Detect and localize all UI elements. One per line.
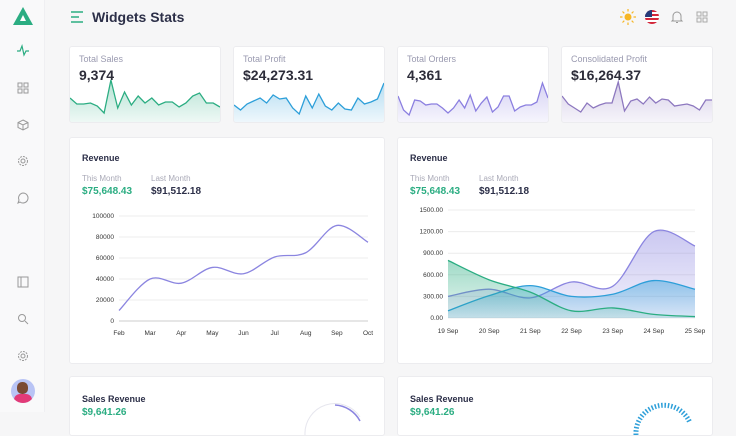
stat-card: Consolidated Profit $16,264.37 xyxy=(561,46,713,123)
sparkline xyxy=(234,82,384,122)
sales-revenue-card-left: Sales Revenue $9,641.26 xyxy=(69,376,385,436)
x-tick-label: 21 Sep xyxy=(520,328,541,335)
sun-icon[interactable] xyxy=(620,9,636,25)
card-title: Sales Revenue xyxy=(82,394,146,404)
this-month-label: This Month xyxy=(82,174,122,183)
sparkline xyxy=(562,79,712,122)
revenue-card-right: Revenue This Month $75,648.43 Last Month… xyxy=(397,137,713,364)
sidebar-icon[interactable] xyxy=(13,272,33,292)
logo-icon xyxy=(13,7,33,25)
stat-card: Total Sales 9,374 xyxy=(69,46,221,123)
x-tick-label: Aug xyxy=(300,330,312,337)
stat-label: Total Orders xyxy=(407,54,457,64)
x-tick-label: Mar xyxy=(145,330,157,337)
y-tick-label: 0 xyxy=(110,318,114,325)
x-tick-label: 23 Sep xyxy=(602,328,623,335)
stat-card: Total Orders 4,361 xyxy=(397,46,549,123)
sales-value: $9,641.26 xyxy=(82,407,127,418)
gear-icon[interactable] xyxy=(13,346,33,366)
y-tick-label: 0.00 xyxy=(430,315,443,322)
x-tick-label: 22 Sep xyxy=(561,328,582,335)
radial-bar-chart xyxy=(633,402,693,435)
this-month-value: $75,648.43 xyxy=(410,186,461,197)
revenue-card-left: Revenue This Month $75,648.43 Last Month… xyxy=(69,137,385,364)
sparkline-line xyxy=(234,82,384,116)
settings-icon[interactable] xyxy=(13,151,33,171)
y-tick-label: 40000 xyxy=(96,276,114,283)
stat-label: Total Sales xyxy=(79,54,124,64)
x-tick-label: 24 Sep xyxy=(644,328,665,335)
x-tick-label: Jul xyxy=(270,330,279,337)
stat-value: $24,273.31 xyxy=(243,67,314,83)
us-flag-icon[interactable] xyxy=(644,9,660,25)
sparkline-area xyxy=(562,82,712,122)
last-month-label: Last Month xyxy=(479,174,519,183)
card-title: Revenue xyxy=(410,153,448,163)
chat-icon[interactable] xyxy=(13,188,33,208)
sales-value: $9,641.26 xyxy=(410,407,455,418)
stat-label: Consolidated Profit xyxy=(571,54,648,64)
x-tick-label: Jun xyxy=(238,330,249,337)
last-month-value: $91,512.18 xyxy=(479,186,530,197)
x-tick-label: Apr xyxy=(176,330,187,337)
this-month-value: $75,648.43 xyxy=(82,186,133,197)
sparkline-line xyxy=(70,79,220,115)
stat-value: 4,361 xyxy=(407,67,443,83)
y-tick-label: 900.00 xyxy=(423,250,443,257)
card-title: Revenue xyxy=(82,153,120,163)
sidebar xyxy=(0,0,45,412)
page-title: Widgets Stats xyxy=(92,9,185,25)
sparkline-area xyxy=(398,83,548,122)
last-month-label: Last Month xyxy=(151,174,191,183)
y-tick-label: 60000 xyxy=(96,255,114,262)
sparkline-area xyxy=(70,80,220,122)
sparkline-line xyxy=(398,80,548,117)
stat-card: Total Profit $24,273.31 xyxy=(233,46,385,123)
apps-icon[interactable] xyxy=(694,9,710,25)
y-tick-label: 600.00 xyxy=(423,272,443,279)
x-tick-label: Oct xyxy=(363,330,373,337)
bell-icon[interactable] xyxy=(669,9,685,25)
x-tick-label: 20 Sep xyxy=(479,328,500,335)
sparkline-line xyxy=(562,79,712,113)
y-tick-label: 300.00 xyxy=(423,293,443,300)
stat-value: 9,374 xyxy=(79,67,115,83)
menu-icon[interactable] xyxy=(71,11,84,23)
sparkline xyxy=(70,79,220,122)
activity-icon[interactable] xyxy=(13,41,33,61)
x-tick-label: 25 Sep xyxy=(685,328,706,335)
series-line xyxy=(447,259,696,318)
radial-chart xyxy=(304,403,361,435)
x-tick-label: Sep xyxy=(331,330,343,337)
revenue-area-chart: 0.00 300.00 600.00 900.00 1200.00 1500.00 19 S… xyxy=(420,207,706,335)
y-tick-label: 20000 xyxy=(96,297,114,304)
revenue-line xyxy=(118,224,369,311)
sales-revenue-card-right: Sales Revenue $9,641.26 xyxy=(397,376,713,436)
box-icon[interactable] xyxy=(13,115,33,135)
x-tick-label: 19 Sep xyxy=(438,328,459,335)
x-tick-label: Feb xyxy=(113,330,125,337)
revenue-line-chart: 0 20000 40000 60000 80000 100000 Feb Mar Apr May J… xyxy=(92,213,373,337)
search-icon[interactable] xyxy=(13,309,33,329)
card-title: Sales Revenue xyxy=(410,394,474,404)
y-tick-label: 1200.00 xyxy=(420,229,444,236)
grid-icon[interactable] xyxy=(13,78,33,98)
series-area xyxy=(448,260,695,318)
y-tick-label: 1500.00 xyxy=(420,207,444,214)
stat-value: $16,264.37 xyxy=(571,67,642,83)
stat-label: Total Profit xyxy=(243,54,286,64)
last-month-value: $91,512.18 xyxy=(151,186,202,197)
sparkline xyxy=(398,80,548,122)
x-tick-label: May xyxy=(206,330,219,337)
this-month-label: This Month xyxy=(410,174,450,183)
y-tick-label: 80000 xyxy=(96,234,114,241)
avatar[interactable] xyxy=(11,379,35,403)
y-tick-label: 100000 xyxy=(92,213,114,220)
